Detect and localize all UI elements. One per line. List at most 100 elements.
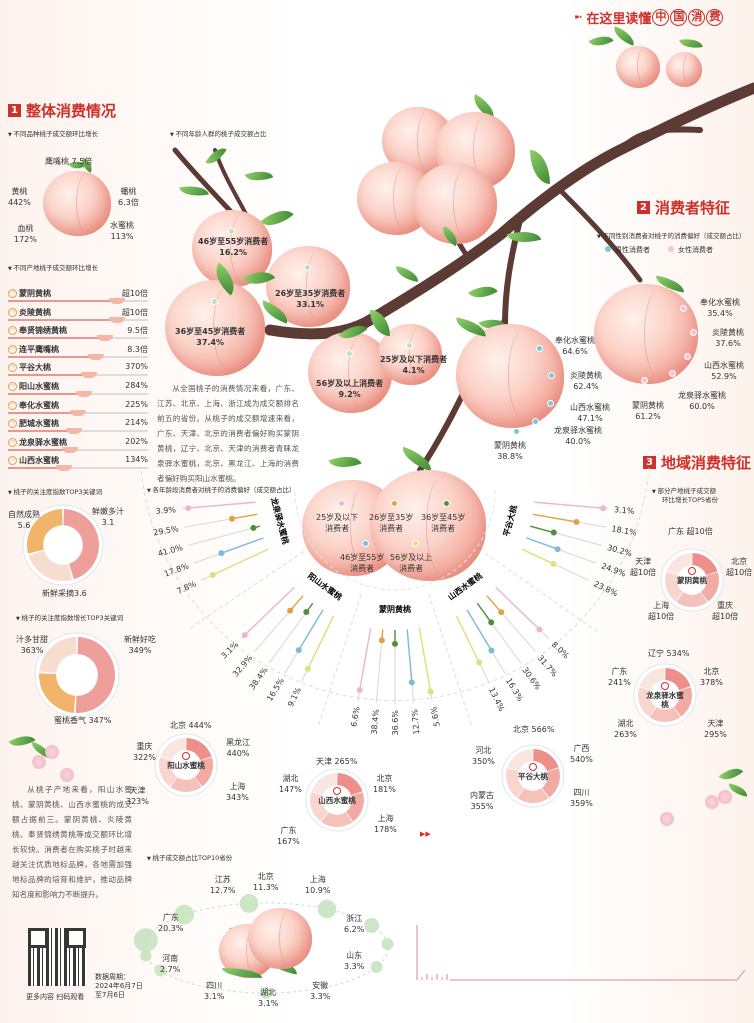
top10-label-text: 10.9% [305, 886, 331, 895]
region-label-text: 超10倍 [712, 612, 739, 621]
qr-code[interactable] [28, 928, 86, 986]
region-label-text: 超10倍 [648, 612, 675, 621]
top10-label-text: 3.3% [310, 992, 331, 1001]
region-province: 辽宁 [648, 649, 667, 658]
section-number: 2 [637, 201, 650, 214]
top10-label: 山东 3.3% [344, 950, 364, 972]
region-label: 内蒙古 355% [470, 790, 494, 812]
age-legend-label-text: 消费者 [399, 564, 424, 573]
keyword-label-text: 鲜嫩多汁 [92, 507, 124, 516]
growth-keywords-donut [34, 632, 120, 718]
variety-label: 黄桃 442% [8, 186, 31, 208]
region-value: 444% [188, 721, 212, 730]
top10-label: 江苏 12.7% [210, 874, 235, 896]
top10-label-text: 浙江 [346, 914, 363, 923]
male-dot [532, 418, 539, 425]
variety-label-text: 172% [14, 235, 37, 244]
legend-dot-icon [605, 246, 611, 252]
region-donut-center: 山西水蜜桃 [318, 796, 356, 805]
legend-label: 男性消费者 [615, 246, 650, 254]
female-preference-label-text: 山西水蜜桃 [704, 361, 744, 370]
origin-name: 炎陵黄桃 [19, 307, 51, 317]
region-label: 湖北 147% [279, 773, 302, 795]
age-share-label-text: 4.1% [402, 366, 425, 375]
age-share-label-text: 26岁至35岁消费者 [275, 289, 346, 298]
variety-peach [43, 171, 111, 237]
growth-keyword-label: 蜜桃香气 347% [54, 715, 111, 726]
male-dot [536, 345, 543, 352]
legend-dot-icon [668, 246, 674, 252]
donut-segment [39, 637, 77, 673]
leaf-illustration [718, 762, 744, 786]
origin-bar-knob [75, 391, 92, 397]
origin-bar [8, 316, 148, 323]
female-dot [684, 353, 691, 360]
top10-label-text: 湖北 [260, 988, 277, 997]
blossom-illustration [718, 790, 732, 804]
region-donut [305, 768, 369, 832]
top10-bubble [140, 950, 152, 962]
top10-subtitle: 桃子成交额占比TOP10省份 [147, 852, 232, 862]
keyword-label: 自然成熟 5.6 [8, 509, 40, 531]
region-label-text: 540% [570, 755, 593, 764]
origin-bar-knob [96, 335, 113, 342]
male-preference-label-text: 龙泉驿水蜜桃 [554, 426, 602, 435]
region-label-text: 181% [373, 785, 396, 794]
top10-label-text: 3.1% [258, 999, 279, 1008]
origin-row: ◠ 肥城水蜜桃 214% [8, 418, 148, 436]
peach-icon: ◠ [8, 363, 17, 373]
female-preference-label: 蒙阴黄桃 61.2% [632, 400, 664, 422]
section-2-title: 2 消费者特征 [637, 197, 730, 218]
region-label: 广东 241% [608, 666, 631, 688]
section-1-title: 1 整体消费情况 [8, 100, 116, 121]
region-label: 天津 265% [316, 756, 357, 767]
age-legend-label: 25岁及以下 消费者 [316, 512, 358, 534]
region-label-text: 湖北 [282, 774, 299, 783]
origin-bar-fill [8, 374, 90, 377]
age-legend-dot [412, 540, 419, 547]
origin-bar [8, 353, 148, 360]
top10-ring [133, 894, 394, 999]
origin-row: ◠ 阳山水蜜桃 284% [8, 381, 148, 399]
female-dot [669, 370, 676, 377]
origin-value: 284% [125, 381, 148, 390]
peach-illustration [616, 46, 660, 89]
region-province: 天津 [316, 757, 335, 766]
male-preference-label-text: 蒙阴黄桃 [494, 441, 526, 450]
male-preference-label: 山西水蜜桃 47.1% [570, 402, 610, 424]
male-preference-label-text: 40.0% [565, 437, 591, 446]
peach-icon: ◠ [8, 437, 17, 447]
origin-value: 370% [125, 362, 148, 372]
age-share-subtitle: 不同年龄人群的桃子成交额占比 [170, 128, 266, 138]
origin-name: 奉化水蜜桃 [19, 400, 59, 410]
region-province: 北京 [513, 725, 532, 734]
region-label: 天津 323% [126, 785, 149, 807]
region-donut [660, 548, 724, 612]
age-legend-label-text: 46岁至55岁 [340, 553, 385, 562]
top10-bubble [381, 938, 394, 951]
donut-segment [337, 773, 363, 796]
origin-bar-fill [8, 430, 74, 433]
growth-keyword-name: 蜜桃香气 [54, 716, 89, 725]
female-dot [690, 329, 697, 336]
variety-label-text: 113% [110, 232, 134, 241]
donut-segment [507, 749, 533, 772]
peach-icon: ◠ [8, 456, 17, 466]
section-3-title: 3 地域消费特征 [643, 452, 751, 473]
region-label-text: 322% [133, 753, 156, 762]
origin-value: 超10倍 [121, 307, 148, 317]
region-donut-center: 蒙阴黄桃 [677, 576, 707, 585]
top10-label-text: 12.7% [210, 886, 236, 895]
top10-label: 上海 10.9% [305, 874, 330, 896]
age-legend-label-text: 消费者 [379, 524, 404, 533]
donut-segment [28, 550, 73, 581]
region-label-text: 广西 [573, 744, 590, 753]
male-preference-label-text: 山西水蜜桃 [570, 403, 610, 412]
keywords-subtitle: 桃子的关注度指数TOP3关键词 [8, 486, 102, 496]
top10-label-text: 北京 [257, 872, 274, 881]
region-label-text: 355% [470, 802, 494, 811]
corner-frame [416, 925, 745, 981]
region-label: 重庆 超10倍 [712, 600, 738, 622]
male-preference-label-text: 47.1% [577, 414, 603, 423]
age-share-dot [406, 342, 413, 349]
